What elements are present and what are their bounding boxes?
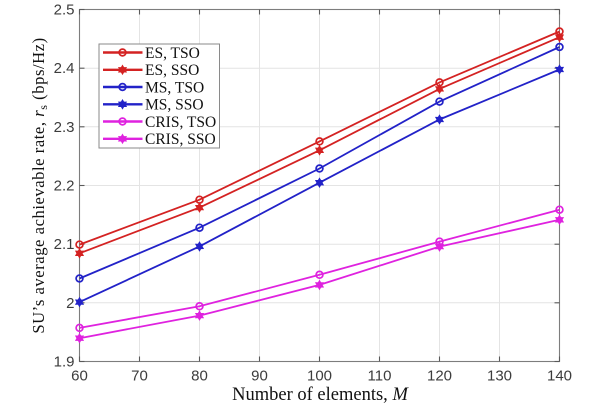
svg-text:ES, SSO: ES, SSO — [145, 62, 199, 79]
svg-text:2.1: 2.1 — [54, 236, 75, 253]
svg-text:1.9: 1.9 — [54, 354, 75, 371]
svg-text:140: 140 — [547, 368, 572, 385]
svg-text:70: 70 — [131, 368, 148, 385]
svg-text:90: 90 — [251, 368, 268, 385]
svg-text:SU’s average achievable rate,: SU’s average achievable rate, rs (bps/Hz… — [29, 37, 50, 333]
svg-text:CRIS, SSO: CRIS, SSO — [145, 131, 216, 148]
svg-text:2.4: 2.4 — [54, 60, 75, 77]
svg-text:60: 60 — [71, 368, 88, 385]
svg-text:100: 100 — [307, 368, 332, 385]
svg-text:2.2: 2.2 — [54, 178, 75, 195]
svg-text:MS, TSO: MS, TSO — [145, 79, 204, 96]
svg-text:2: 2 — [66, 295, 74, 312]
svg-text:2.5: 2.5 — [54, 2, 75, 19]
svg-text:ES, TSO: ES, TSO — [145, 45, 200, 62]
svg-text:MS, SSO: MS, SSO — [145, 97, 204, 114]
svg-text:80: 80 — [191, 368, 208, 385]
svg-text:Number of elements, M: Number of elements, M — [232, 385, 409, 405]
svg-text:120: 120 — [427, 368, 452, 385]
svg-text:110: 110 — [368, 368, 392, 385]
svg-text:2.3: 2.3 — [54, 119, 75, 136]
svg-text:CRIS, TSO: CRIS, TSO — [145, 114, 216, 131]
svg-text:130: 130 — [487, 368, 512, 385]
